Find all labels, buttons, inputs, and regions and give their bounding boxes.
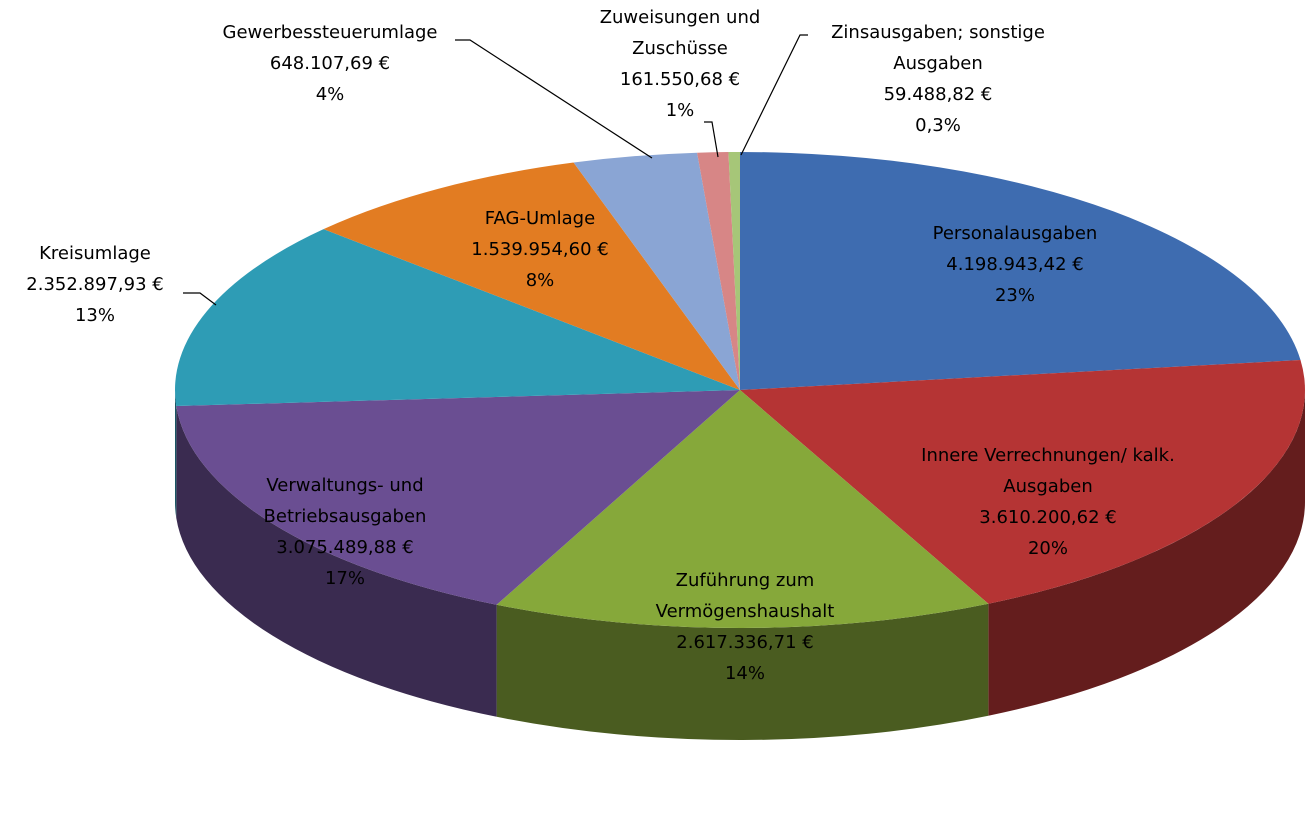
value-label: 648.107,69 € xyxy=(269,53,391,74)
category-label: Kreisumlage xyxy=(39,243,151,264)
leader-line xyxy=(455,39,653,159)
percentage-label: 13% xyxy=(74,305,115,326)
percentage-label: 14% xyxy=(724,663,765,684)
slice xyxy=(174,229,740,407)
slice xyxy=(740,152,1301,390)
category-label: Personalausgaben xyxy=(932,223,1098,244)
percentage-label: 20% xyxy=(1027,538,1068,559)
percentage-label: 4% xyxy=(315,84,345,105)
percentage-label: 23% xyxy=(994,285,1035,306)
category-label: FAG-Umlage xyxy=(484,208,596,229)
category-label: Zuweisungen und Zuschüsse xyxy=(599,7,761,59)
slice-label: Verwaltungs- und Betriebsausgaben 3.075.4… xyxy=(225,470,465,594)
category-label: Verwaltungs- und Betriebsausgaben xyxy=(263,475,427,527)
slice-side xyxy=(988,390,1305,716)
value-label: 1.539.954,60 € xyxy=(471,239,609,260)
percentage-label: 8% xyxy=(525,270,555,291)
category-label: Gewerbessteuerumlage xyxy=(222,22,438,43)
value-label: 4.198.943,42 € xyxy=(946,254,1084,275)
value-label: 2.617.336,71 € xyxy=(676,632,814,653)
slice-label: Zinsausgaben; sonstige Ausgaben 59.488,82… xyxy=(803,17,1073,141)
value-label: 161.550,68 € xyxy=(619,69,741,90)
slice-label: FAG-Umlage 1.539.954,60 € 8% xyxy=(440,203,640,296)
percentage-label: 0,3% xyxy=(915,115,961,136)
slice-label: Gewerbessteuerumlage 648.107,69 € 4% xyxy=(190,17,470,110)
slice-side xyxy=(496,603,989,740)
value-label: 59.488,82 € xyxy=(883,84,993,105)
slice-label: Kreisumlage 2.352.897,93 € 13% xyxy=(0,238,195,331)
slice xyxy=(697,152,740,390)
slice-label: Zuführung zum Vermögenshaushalt 2.617.336… xyxy=(625,565,865,689)
slice-label: Personalausgaben 4.198.943,42 € 23% xyxy=(885,218,1145,311)
slice-side xyxy=(175,390,177,519)
value-label: 3.610.200,62 € xyxy=(979,507,1117,528)
slice xyxy=(176,390,741,605)
slice-side xyxy=(176,406,497,717)
category-label: Innere Verrechnungen/ kalk. Ausgaben xyxy=(921,445,1175,497)
leader-line xyxy=(740,34,808,156)
slice xyxy=(323,162,740,390)
percentage-label: 1% xyxy=(665,100,695,121)
slice xyxy=(740,360,1305,604)
leader-line xyxy=(704,121,719,158)
value-label: 2.352.897,93 € xyxy=(26,274,164,295)
slice xyxy=(728,152,740,390)
slice xyxy=(573,152,740,390)
value-label: 3.075.489,88 € xyxy=(276,537,414,558)
category-label: Zinsausgaben; sonstige Ausgaben xyxy=(831,22,1045,74)
category-label: Zuführung zum Vermögenshaushalt xyxy=(655,570,835,622)
slice-label: Innere Verrechnungen/ kalk. Ausgaben 3.61… xyxy=(898,440,1198,564)
slice xyxy=(496,390,989,628)
percentage-label: 17% xyxy=(324,568,365,589)
slice-label: Zuweisungen und Zuschüsse 161.550,68 € 1% xyxy=(585,2,775,126)
leader-line xyxy=(183,292,217,306)
